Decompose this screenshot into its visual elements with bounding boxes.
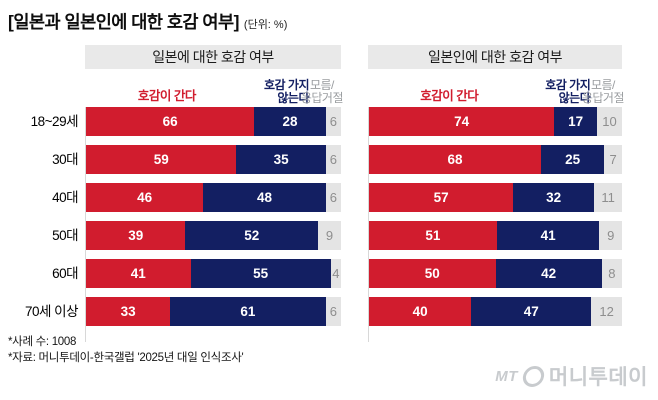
- chart-japanese-people-favorability: 일본인에 대한 호감 여부 호감이 간다 호감 가지 않는다 모름/ 응답거절 …: [368, 45, 625, 342]
- bar-segment-favorable: 50: [369, 259, 496, 288]
- legend-favorable-label: 호감이 간다: [420, 89, 479, 103]
- title-row: [일본과 일본인에 대한 호감 여부] (단위: %): [8, 9, 287, 34]
- bar-segment-unknown: 7: [604, 145, 622, 174]
- bar-segment-favorable: 41: [86, 259, 191, 288]
- bar-row: 50 42 8: [369, 259, 622, 288]
- age-label: 50대: [52, 228, 78, 243]
- bar-segment-unknown: 8: [601, 259, 622, 288]
- logo-mt-text: MT: [495, 367, 518, 385]
- bar-segment-favorable: 46: [86, 183, 204, 212]
- bar-row: 40 47 12: [369, 297, 622, 326]
- bar-row: 57 32 11: [369, 183, 622, 212]
- bar-segment-favorable: 74: [369, 107, 555, 136]
- bar-row: 74 17 10: [369, 107, 622, 136]
- bar-segment-favorable: 68: [369, 145, 542, 174]
- legend-unfavorable-line1: 호감 가지: [264, 78, 310, 92]
- bar-row: 66 28 6: [86, 107, 341, 136]
- bar-segment-favorable: 57: [369, 183, 514, 212]
- legend-japanese-people: 호감이 간다 호감 가지 않는다 모름/ 응답거절: [368, 69, 625, 107]
- page-title: [일본과 일본인에 대한 호감 여부]: [8, 12, 239, 32]
- bar-segment-unknown: 10: [596, 107, 622, 136]
- bar-segment-unfavorable: 52: [185, 221, 319, 250]
- bar-segment-favorable: 66: [86, 107, 255, 136]
- bar-row: 51 41 9: [369, 221, 622, 250]
- footnotes: *사례 수: 1008 *자료: 머니투데이-한국갤럽 '2025년 대일 인식…: [8, 335, 244, 366]
- bar-segment-unfavorable: 41: [496, 221, 600, 250]
- chart-japan-favorability: 일본에 대한 호감 여부 호감이 간다 호감 가지 않는다 모름/ 응답거절 6…: [85, 45, 344, 342]
- bar-row: 46 48 6: [86, 183, 341, 212]
- bar-row: 41 55 4: [86, 259, 341, 288]
- legend-unfavorable-line2: 않는다: [558, 91, 591, 105]
- footnote-source: *자료: 머니투데이-한국갤럽 '2025년 대일 인식조사': [8, 351, 244, 364]
- bar-segment-unfavorable: 47: [471, 297, 592, 326]
- bar-row: 68 25 7: [369, 145, 622, 174]
- bar-segment-unfavorable: 32: [513, 183, 595, 212]
- bar-segment-unfavorable: 42: [495, 259, 602, 288]
- bar-segment-unfavorable: 35: [236, 145, 326, 174]
- bar-segment-favorable: 40: [369, 297, 472, 326]
- bar-segment-unfavorable: 61: [170, 297, 326, 326]
- footnote-sample-size: *사례 수: 1008: [8, 336, 77, 348]
- bar-segment-unfavorable: 17: [554, 107, 597, 136]
- bar-segment-favorable: 39: [86, 221, 186, 250]
- bar-segment-unfavorable: 48: [203, 183, 326, 212]
- bar-segment-unknown: 6: [325, 145, 341, 174]
- bar-segment-unknown: 12: [591, 297, 622, 326]
- age-label: 40대: [52, 190, 78, 205]
- logo-korean-text: 머니투데이: [548, 366, 648, 389]
- legend-favorable-label: 호감이 간다: [137, 89, 196, 103]
- bar-segment-unknown: 4: [330, 259, 341, 288]
- bar-segment-favorable: 59: [86, 145, 237, 174]
- bar-segment-unfavorable: 25: [541, 145, 605, 174]
- legend-japan: 호감이 간다 호감 가지 않는다 모름/ 응답거절: [85, 69, 344, 107]
- legend-unknown-line2: 응답거절: [300, 91, 344, 105]
- bar-segment-unknown: 9: [599, 221, 622, 250]
- legend-unfavorable-label: 호감 가지 않는다: [264, 78, 310, 105]
- legend-unknown-line1: 모름/: [590, 78, 615, 92]
- chart-subtitle-japanese-people: 일본인에 대한 호감 여부: [368, 45, 622, 69]
- logo-circle-icon: [521, 365, 546, 387]
- bar-segment-favorable: 33: [86, 297, 171, 326]
- bars-japan: 66 28 6 59 35 6 46 48 6 39 52 9 41 55 4 33 61 6: [85, 107, 341, 342]
- legend-unknown-label: 모름/ 응답거절: [300, 78, 344, 105]
- bar-segment-unfavorable: 55: [190, 259, 331, 288]
- bars-japanese-people: 74 17 10 68 25 7 57 32 11 51 41 9 50 42 8 40 47 12: [368, 107, 622, 342]
- legend-unknown-label: 모름/ 응답거절: [581, 78, 625, 105]
- bar-row: 33 61 6: [86, 297, 341, 326]
- legend-unfavorable-line2: 않는다: [277, 91, 309, 105]
- legend-unfavorable-line1: 호감 가지: [545, 78, 591, 92]
- bar-segment-unknown: 6: [325, 107, 341, 136]
- unit-label: (단위: %): [243, 19, 288, 31]
- bar-segment-favorable: 51: [369, 221, 497, 250]
- bar-row: 59 35 6: [86, 145, 341, 174]
- age-labels-column: 18~29세 30대 40대 50대 60대 70세 이상: [0, 107, 79, 335]
- chart-subtitle-japan: 일본에 대한 호감 여부: [85, 45, 341, 69]
- bar-segment-unfavorable: 28: [254, 107, 326, 136]
- bar-segment-unknown: 9: [318, 221, 341, 250]
- legend-unknown-line1: 모름/: [309, 78, 334, 92]
- bar-segment-unknown: 6: [325, 297, 341, 326]
- age-label: 60대: [52, 266, 78, 281]
- bar-segment-unknown: 11: [594, 183, 622, 212]
- bar-segment-unknown: 6: [325, 183, 341, 212]
- moneytoday-logo: MT 머니투데이: [495, 361, 648, 391]
- age-label: 30대: [52, 152, 78, 167]
- bar-row: 39 52 9: [86, 221, 341, 250]
- age-label: 18~29세: [30, 114, 79, 129]
- legend-unfavorable-label: 호감 가지 않는다: [545, 78, 591, 105]
- legend-unknown-line2: 응답거절: [581, 91, 625, 105]
- age-label: 70세 이상: [24, 304, 79, 319]
